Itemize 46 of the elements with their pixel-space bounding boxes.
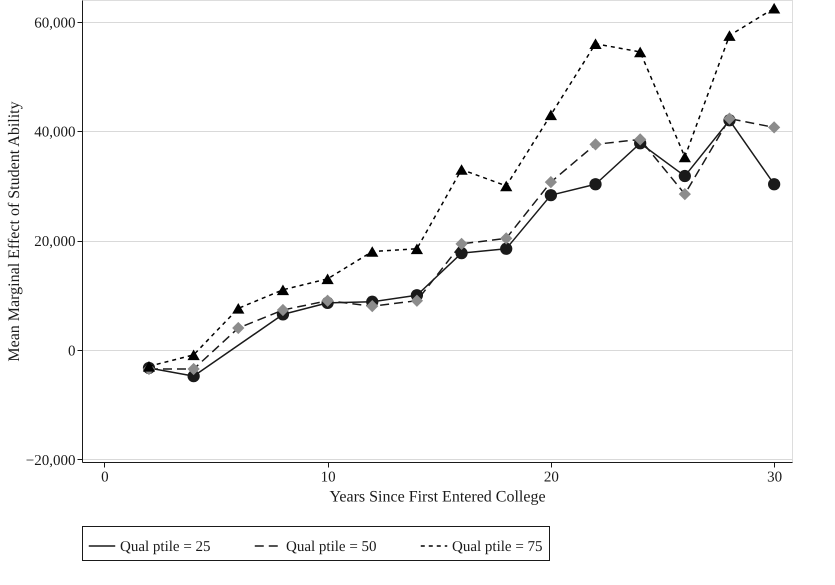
y-tick-label: 40,000 [34, 124, 76, 141]
y-tick-label: 20,000 [34, 234, 76, 250]
point [723, 30, 736, 41]
point [366, 246, 378, 257]
legend-label: Qual ptile = 75 [452, 539, 543, 555]
x-tick-label: 30 [767, 470, 782, 486]
legend-label: Qual ptile = 25 [120, 539, 211, 555]
point [188, 362, 200, 376]
point [634, 133, 646, 146]
point [142, 361, 156, 372]
point [634, 46, 646, 58]
x-tick-label: 20 [544, 470, 559, 486]
point [768, 178, 780, 190]
point [589, 38, 602, 50]
point [500, 242, 512, 255]
point [188, 350, 200, 360]
point [678, 188, 691, 200]
y-tick-label: 0 [68, 343, 76, 360]
point [321, 274, 334, 284]
y-tick-label: 60,000 [34, 15, 76, 32]
point [232, 322, 244, 334]
point [544, 110, 557, 120]
x-axis-title: Years Since First Entered College [329, 488, 546, 506]
y-tick-label: −20,000 [26, 452, 76, 469]
point [366, 300, 378, 312]
point [589, 138, 602, 150]
point [232, 303, 244, 314]
point [276, 284, 290, 296]
point [544, 176, 557, 188]
point [500, 232, 512, 245]
point [455, 164, 468, 175]
point [500, 180, 512, 192]
point [589, 178, 602, 190]
point [410, 294, 424, 307]
x-tick-label: 10 [320, 470, 336, 486]
point [768, 2, 780, 14]
point [276, 304, 290, 316]
point [678, 170, 691, 182]
point [768, 121, 780, 134]
point [678, 152, 691, 162]
point [455, 238, 468, 250]
point [544, 189, 557, 202]
legend-label: Qual ptile = 50 [286, 539, 377, 555]
x-tick-label: 0 [101, 470, 109, 486]
point [410, 243, 424, 254]
y-axis-title: Mean Marginal Effect of Student Ability [6, 101, 23, 362]
